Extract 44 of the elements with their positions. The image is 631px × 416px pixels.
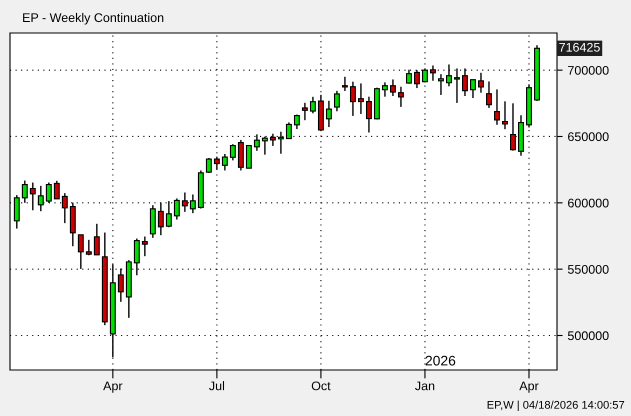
- candlestick: [222, 153, 228, 172]
- x-tick-label: Jul: [209, 381, 224, 390]
- candlestick: [430, 64, 436, 82]
- annotation: 2026: [426, 356, 456, 366]
- candlestick: [230, 143, 236, 162]
- candlestick: [86, 239, 92, 256]
- x-tick-label: Apr: [103, 382, 122, 393]
- candlestick: [390, 78, 396, 97]
- candlestick: [142, 236, 148, 257]
- text: EP,W | 04/18/2026 14:00:57: [488, 400, 624, 412]
- x-tick-label: Apr: [519, 382, 539, 393]
- candlestick: [502, 100, 508, 130]
- candlestick: [334, 90, 340, 112]
- candlestick: [54, 180, 60, 200]
- y-tick-label: 500000: [568, 331, 609, 340]
- candlestick: [470, 79, 476, 99]
- candlestick: [358, 82, 364, 115]
- candlestick: [30, 182, 36, 211]
- candlestick: [382, 82, 388, 98]
- candlestick: [302, 102, 308, 121]
- candlestick: [478, 72, 484, 94]
- candlestick: [310, 96, 316, 114]
- candlestick: [174, 198, 180, 220]
- candlestick: [158, 202, 164, 236]
- candlestick: [294, 114, 300, 130]
- candlestick: [350, 81, 356, 117]
- candlestick: [486, 80, 492, 109]
- candlestick: [494, 88, 500, 126]
- candlestick: [366, 96, 372, 134]
- y-tick-label: 600000: [568, 198, 609, 208]
- candlestick: [94, 223, 100, 256]
- candlestick: [326, 100, 332, 128]
- y-tick-label: 700000: [568, 66, 609, 75]
- y-tick-label: 550000: [568, 264, 609, 274]
- chart-title: EP - Weekly Continuation: [23, 12, 164, 25]
- candlestick: [246, 144, 252, 169]
- x-tick-label: Oct: [312, 381, 331, 390]
- candlestick: [206, 157, 212, 174]
- candlestick: [438, 73, 444, 96]
- candlestick: [398, 86, 404, 108]
- text: 716425: [559, 42, 600, 52]
- candlestick: [342, 76, 348, 92]
- x-tick-label: Jan: [415, 382, 434, 390]
- y-tick-label: 650000: [568, 132, 609, 142]
